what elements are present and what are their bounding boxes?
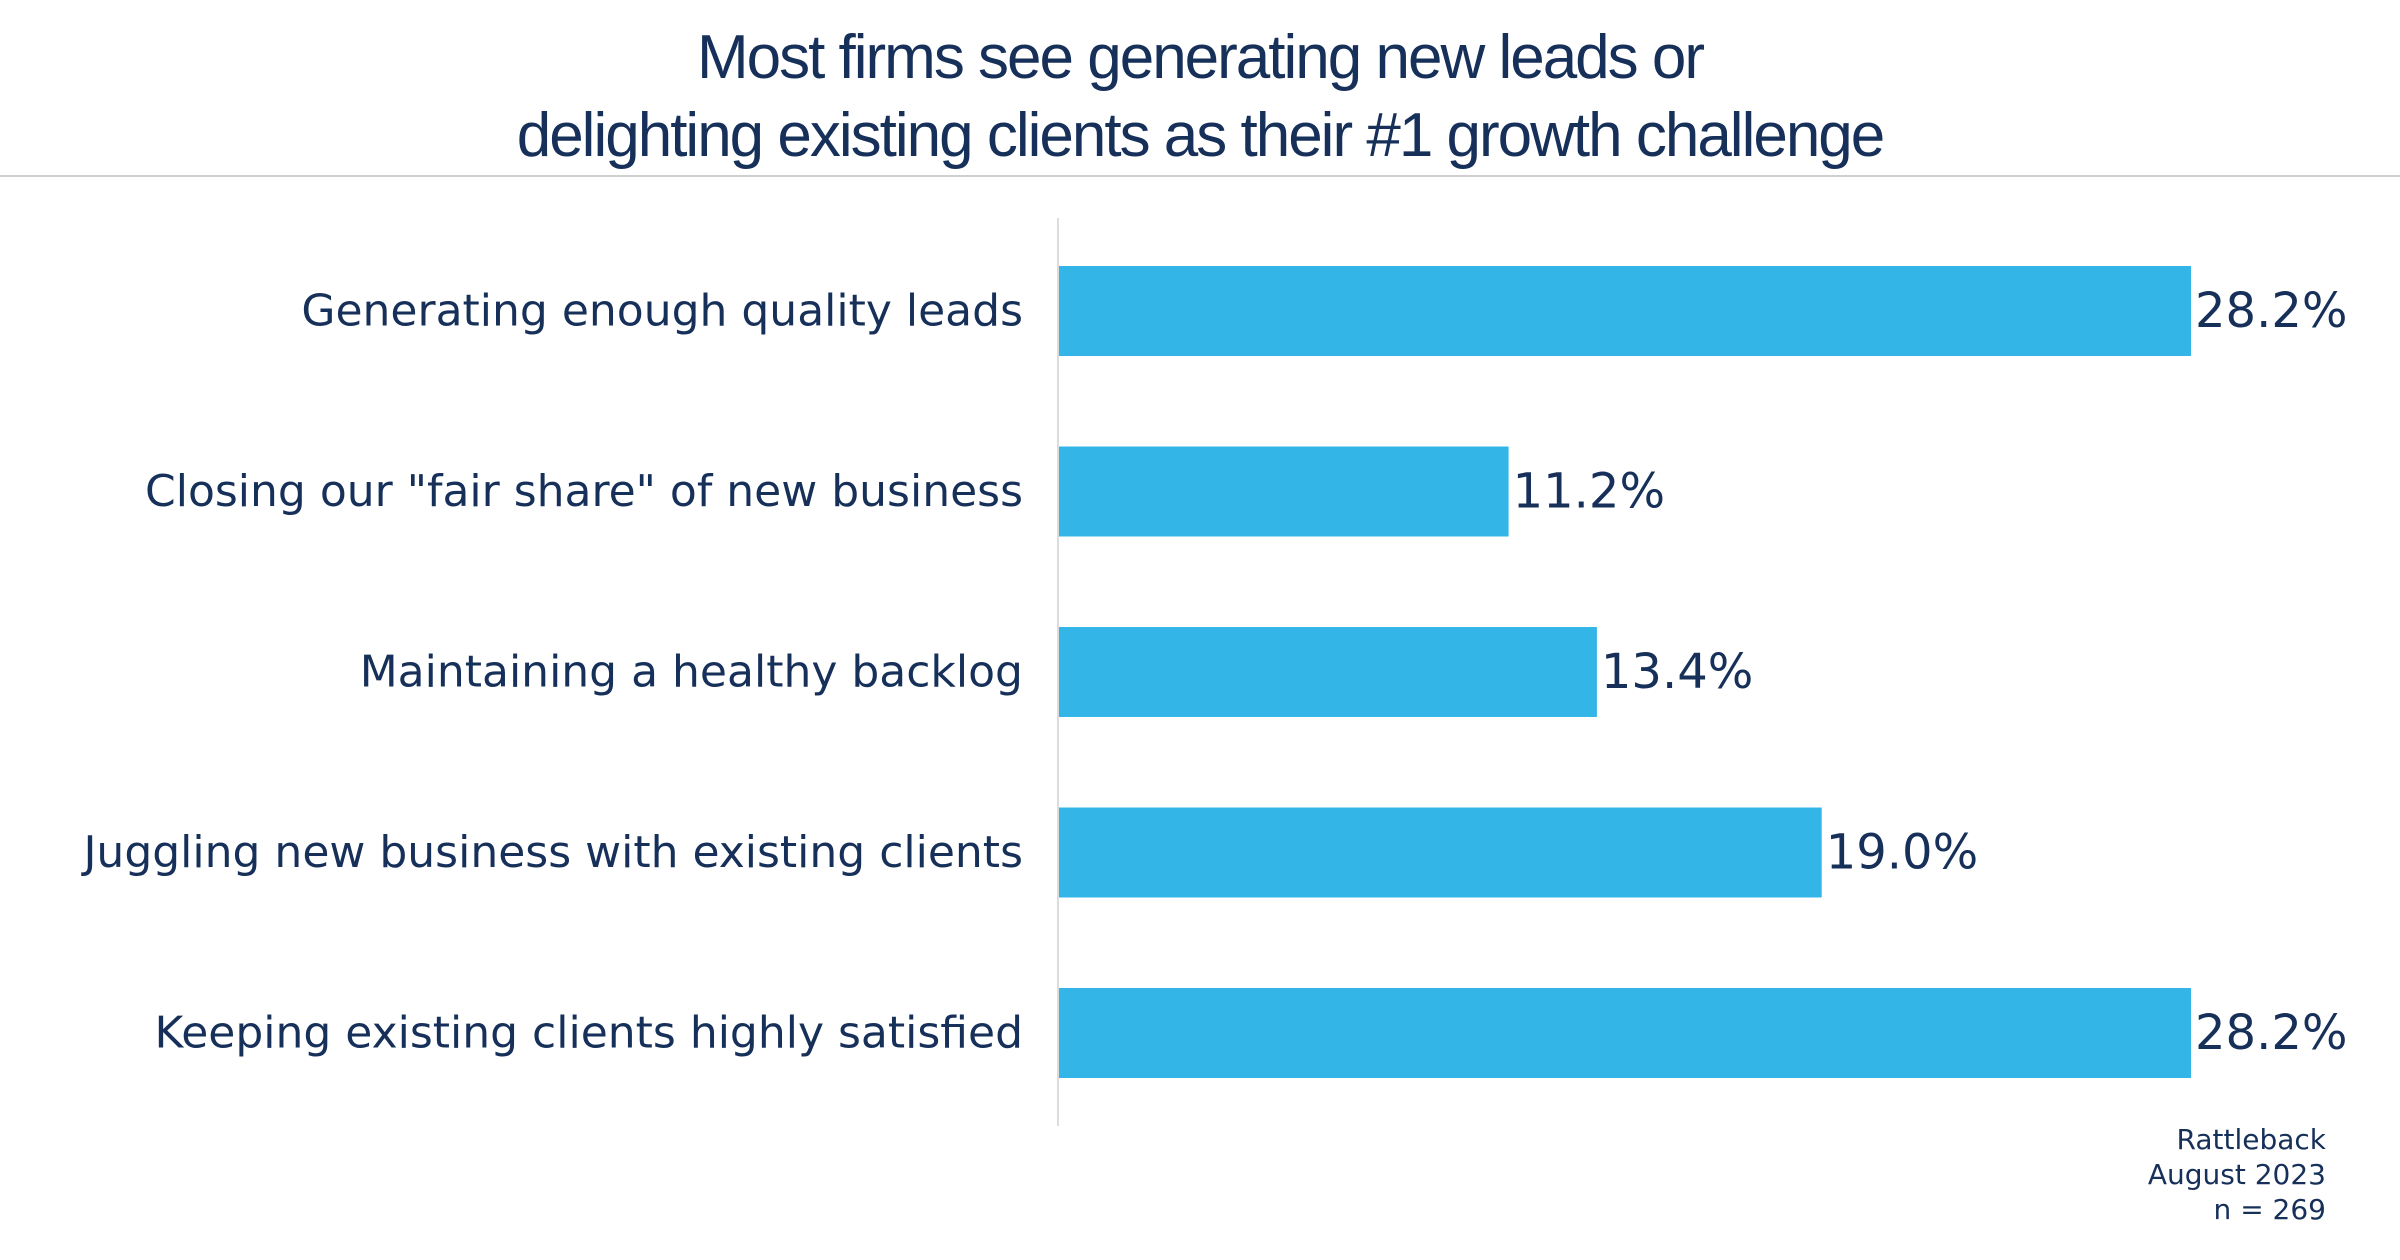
category-label: Juggling new business with existing clie… <box>80 827 1023 878</box>
category-label: Generating enough quality leads <box>301 286 1023 337</box>
footer-date: August 2023 <box>2147 1158 2326 1191</box>
chart-title-line-1: Most firms see generating new leads or <box>696 23 1705 92</box>
value-label: 13.4% <box>1601 644 1753 700</box>
footer-sample-size: n = 269 <box>2213 1193 2326 1226</box>
bar <box>1059 988 2191 1078</box>
footer-source: Rattleback <box>2176 1123 2326 1156</box>
category-label: Maintaining a healthy backlog <box>360 647 1023 698</box>
value-label: 11.2% <box>1513 464 1665 520</box>
chart-title-line-2: delighting existing clients as their #1 … <box>516 101 1886 170</box>
category-label: Closing our "fair share" of new business <box>145 466 1023 517</box>
chart-footer: Rattleback August 2023 n = 269 <box>2148 1122 2326 1227</box>
category-label: Keeping existing clients highly satisfie… <box>155 1008 1023 1059</box>
value-label: 19.0% <box>1826 825 1978 881</box>
value-label: 28.2% <box>2195 1005 2347 1061</box>
bar <box>1059 807 1822 898</box>
title-divider <box>0 175 2400 177</box>
bar <box>1059 627 1597 717</box>
bar <box>1059 446 1509 537</box>
bars-group: Generating enough quality leads 28.2% Clos… <box>80 266 2347 1078</box>
value-label: 28.2% <box>2195 283 2347 339</box>
bar <box>1059 266 2191 356</box>
